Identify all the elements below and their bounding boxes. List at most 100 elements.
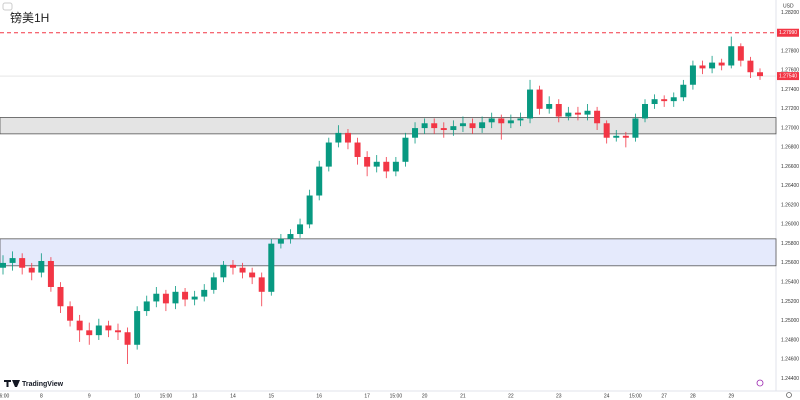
candle-body xyxy=(229,264,236,268)
x-tick-label: 17 xyxy=(364,393,370,399)
candle-body xyxy=(105,325,112,331)
y-tick-label: 1.26000 xyxy=(781,222,799,228)
candle-body xyxy=(440,128,447,131)
candle-body xyxy=(325,142,332,167)
candle-body xyxy=(680,84,687,98)
brand-name: TradingView xyxy=(22,381,64,388)
candle-body xyxy=(57,286,64,307)
y-tick-label: 1.25400 xyxy=(781,280,799,286)
candle-body xyxy=(19,258,26,268)
candle-body xyxy=(364,156,371,167)
candle-body xyxy=(134,311,141,345)
candle-body xyxy=(258,277,265,292)
candle-body xyxy=(220,264,227,278)
x-tick-label: 06:00 xyxy=(0,393,9,399)
x-tick-label: 15 xyxy=(269,393,275,399)
candle-body xyxy=(297,224,304,235)
candle-body xyxy=(392,161,399,172)
candle-body xyxy=(622,135,629,138)
candle-body xyxy=(642,104,649,119)
candle-body xyxy=(114,330,121,333)
candle-body xyxy=(210,277,217,290)
event-marker[interactable] xyxy=(756,379,764,387)
candle-body xyxy=(402,137,409,162)
candle-body xyxy=(718,62,725,66)
candle-body xyxy=(479,122,486,129)
candle-body xyxy=(584,110,591,115)
candle-body xyxy=(67,306,74,321)
candle-body xyxy=(373,161,380,167)
x-tick-label: 23 xyxy=(556,393,562,399)
candle-body xyxy=(9,258,16,263)
y-tick-label: 1.25600 xyxy=(781,260,799,266)
y-tick-label: 1.25800 xyxy=(781,241,799,247)
zone xyxy=(0,117,777,135)
candle-body xyxy=(517,118,524,121)
candle-body xyxy=(527,89,534,119)
candle-body xyxy=(689,65,696,85)
candle-body xyxy=(699,65,706,69)
currency-label: USD xyxy=(783,3,794,9)
collapse-button[interactable] xyxy=(2,2,13,11)
candle-body xyxy=(239,267,246,273)
brand-logo xyxy=(4,380,20,387)
y-tick-label: 1.26800 xyxy=(781,145,799,151)
candle-body xyxy=(172,291,179,304)
alert-price-label: 1.27990 xyxy=(779,30,797,36)
y-tick-label: 1.25000 xyxy=(781,318,799,324)
candle-body xyxy=(488,118,495,123)
candle-body xyxy=(38,260,45,273)
candle-body xyxy=(354,142,361,157)
candle-body xyxy=(594,110,601,124)
x-tick-label: 15:00 xyxy=(160,393,173,399)
x-tick-label: 24 xyxy=(604,393,610,399)
candle-body xyxy=(287,234,294,239)
x-tick-label: 21 xyxy=(460,393,466,399)
x-tick-label: 9 xyxy=(88,393,91,399)
candle-body xyxy=(316,166,323,196)
y-tick-label: 1.27200 xyxy=(781,106,799,112)
x-tick-label: 15:00 xyxy=(629,393,642,399)
candle-body xyxy=(268,243,275,292)
y-tick-label: 1.24800 xyxy=(781,337,799,343)
x-tick-label: 13 xyxy=(192,393,198,399)
y-tick-label: 1.27000 xyxy=(781,125,799,131)
candle-body xyxy=(249,272,256,278)
x-tick-label: 27 xyxy=(661,393,667,399)
candle-body xyxy=(95,325,102,336)
x-tick-label: 16 xyxy=(316,393,322,399)
y-tick-label: 1.26200 xyxy=(781,202,799,208)
candle-body xyxy=(383,161,390,172)
y-tick-label: 1.26400 xyxy=(781,183,799,189)
candle-body xyxy=(507,120,514,124)
x-tick-label: 15:00 xyxy=(390,393,403,399)
candle-body xyxy=(536,89,543,109)
y-tick-label: 1.26600 xyxy=(781,164,799,170)
y-tick-label: 1.28200 xyxy=(781,10,799,16)
zone xyxy=(0,238,777,267)
candle-body xyxy=(182,291,189,300)
candle-body xyxy=(747,60,754,73)
candle-body xyxy=(191,296,198,300)
candle-body xyxy=(469,123,476,129)
y-tick-label: 1.24400 xyxy=(781,376,799,382)
candle-body xyxy=(555,104,562,117)
y-tick-label: 1.27800 xyxy=(781,48,799,54)
x-tick-label: 28 xyxy=(690,393,696,399)
candle-body xyxy=(670,97,677,102)
y-tick-label: 1.27400 xyxy=(781,87,799,93)
candle-body xyxy=(498,118,505,124)
x-tick-label: 10 xyxy=(134,393,140,399)
x-tick-label: 14 xyxy=(230,393,236,399)
candle-body xyxy=(603,123,610,138)
candle-body xyxy=(344,132,351,143)
last-price-tag xyxy=(777,72,799,81)
candle-body xyxy=(162,293,169,304)
candle-body xyxy=(201,289,208,297)
alert-price-tag xyxy=(777,28,799,37)
candle-body xyxy=(153,293,160,302)
candle-body xyxy=(661,99,668,102)
settings-button[interactable] xyxy=(786,392,792,398)
